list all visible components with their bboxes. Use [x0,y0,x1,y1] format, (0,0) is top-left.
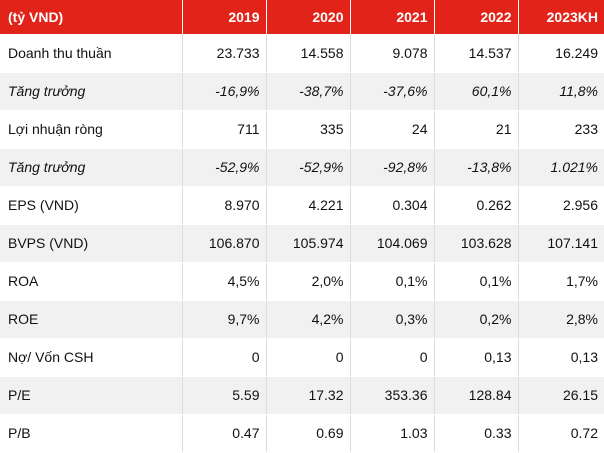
row-label: ROE [0,300,183,339]
cell: 26.15 [518,376,604,415]
row-label: BVPS (VND) [0,224,183,263]
cell: 21 [434,110,519,149]
cell: -52,9% [266,148,351,187]
header-unit: (tỷ VND) [0,0,183,34]
cell: 0,2% [434,300,519,339]
cell: 0,13 [434,338,519,377]
row-label: Tăng trưởng [0,72,183,111]
cell: 0,1% [434,262,519,301]
cell: 1.021% [518,148,604,187]
cell: 0.33 [434,414,519,453]
cell: 233 [518,110,604,149]
cell: 14.537 [434,34,519,73]
cell: 14.558 [266,34,351,73]
cell: 2,0% [266,262,351,301]
row-label: ROA [0,262,183,301]
row-label: Tăng trưởng [0,148,183,187]
header-2020: 2020 [266,0,351,34]
cell: 711 [182,110,267,149]
cell: 9,7% [182,300,267,339]
header-2021: 2021 [350,0,435,34]
header-2019: 2019 [182,0,267,34]
cell: 0.47 [182,414,267,453]
row-label: Nợ/ Vốn CSH [0,338,183,377]
row-label: Doanh thu thuần [0,34,183,73]
cell: 0,1% [350,262,435,301]
cell: 1,7% [518,262,604,301]
table-row: Nợ/ Vốn CSH 0 0 0 0,13 0,13 [0,338,604,377]
table-row: ROE 9,7% 4,2% 0,3% 0,2% 2,8% [0,300,604,339]
row-label: Lợi nhuận ròng [0,110,183,149]
cell: 104.069 [350,224,435,263]
table-row: EPS (VND) 8.970 4.221 0.304 0.262 2.956 [0,186,604,225]
cell: 23.733 [182,34,267,73]
row-label: P/B [0,414,183,453]
cell: 0,13 [518,338,604,377]
table-row: BVPS (VND) 106.870 105.974 104.069 103.6… [0,224,604,263]
row-label: P/E [0,376,183,415]
cell: 0 [182,338,267,377]
cell: 106.870 [182,224,267,263]
table-header-row: (tỷ VND) 2019 2020 2021 2022 2023KH [0,0,604,34]
table-row: Lợi nhuận ròng 711 335 24 21 233 [0,110,604,149]
cell: -92,8% [350,148,435,187]
cell: 107.141 [518,224,604,263]
cell: 0.262 [434,186,519,225]
cell: 4.221 [266,186,351,225]
cell: 103.628 [434,224,519,263]
header-2022: 2022 [434,0,519,34]
cell: -37,6% [350,72,435,111]
table-row: Tăng trưởng -52,9% -52,9% -92,8% -13,8% … [0,148,604,187]
cell: 2,8% [518,300,604,339]
cell: 353.36 [350,376,435,415]
table-row: P/E 5.59 17.32 353.36 128.84 26.15 [0,376,604,415]
table-row: ROA 4,5% 2,0% 0,1% 0,1% 1,7% [0,262,604,301]
cell: 335 [266,110,351,149]
cell: 24 [350,110,435,149]
cell: 4,2% [266,300,351,339]
cell: 5.59 [182,376,267,415]
table-row: Tăng trưởng -16,9% -38,7% -37,6% 60,1% 1… [0,72,604,111]
cell: 17.32 [266,376,351,415]
cell: 128.84 [434,376,519,415]
cell: 1.03 [350,414,435,453]
cell: 16.249 [518,34,604,73]
cell: 8.970 [182,186,267,225]
cell: 60,1% [434,72,519,111]
cell: 11,8% [518,72,604,111]
cell: 2.956 [518,186,604,225]
cell: 9.078 [350,34,435,73]
cell: -38,7% [266,72,351,111]
table-row: Doanh thu thuần 23.733 14.558 9.078 14.5… [0,34,604,73]
table-row: P/B 0.47 0.69 1.03 0.33 0.72 [0,414,604,453]
cell: -52,9% [182,148,267,187]
cell: 0 [266,338,351,377]
cell: -13,8% [434,148,519,187]
cell: 0.69 [266,414,351,453]
cell: -16,9% [182,72,267,111]
header-2023kh: 2023KH [546,9,598,25]
row-label: EPS (VND) [0,186,183,225]
cell: 105.974 [266,224,351,263]
cell: 4,5% [182,262,267,301]
cell: 0 [350,338,435,377]
cell: 0.304 [350,186,435,225]
cell: 0.72 [518,414,604,453]
cell: 0,3% [350,300,435,339]
